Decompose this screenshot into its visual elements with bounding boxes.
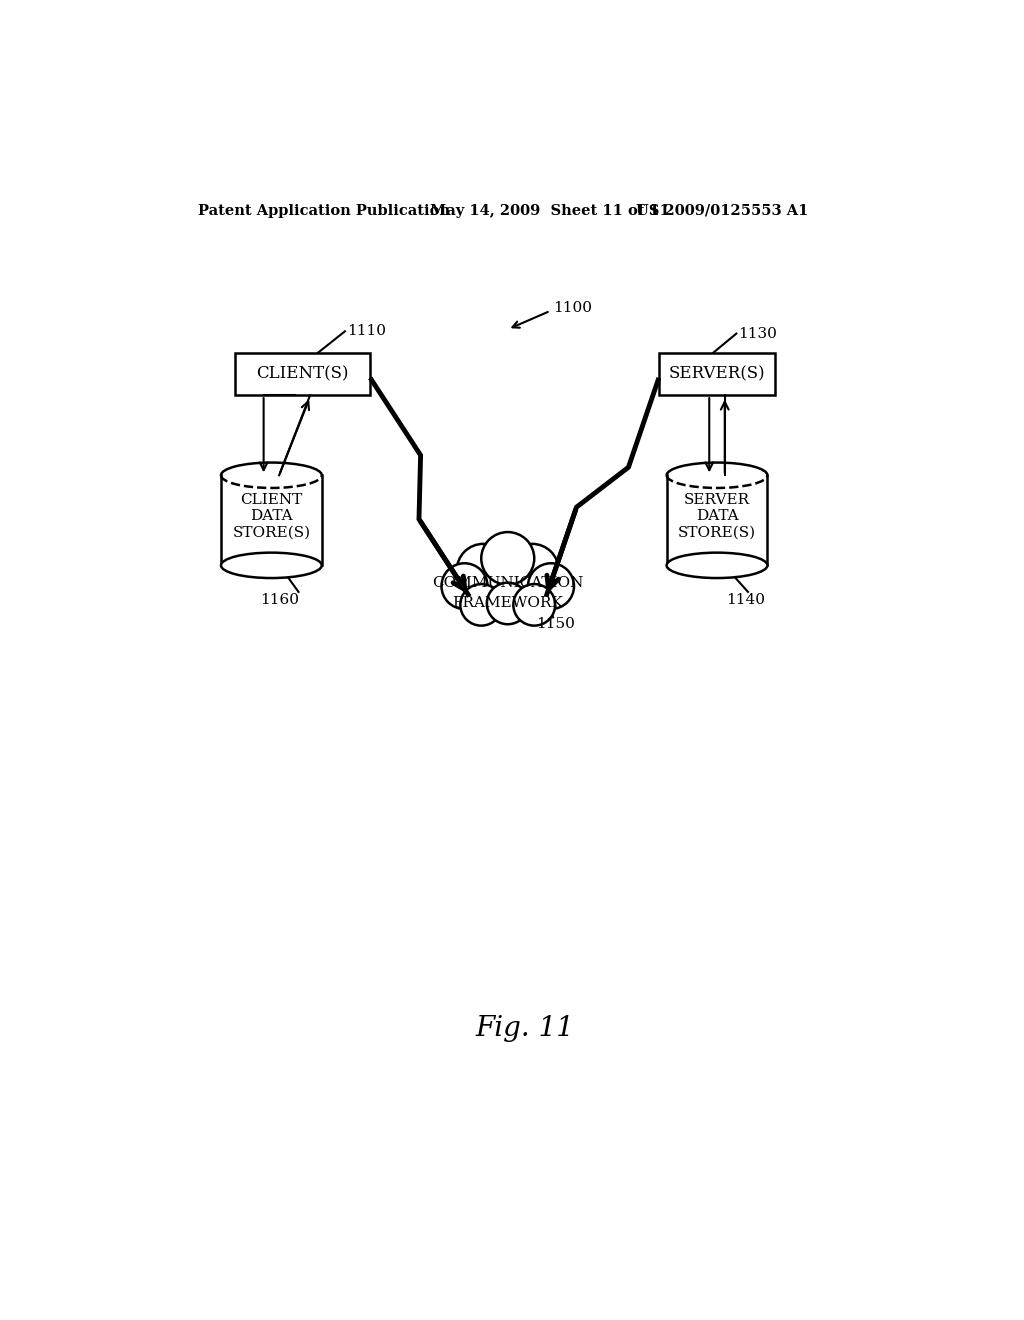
Bar — [221, 475, 322, 565]
Text: 1160: 1160 — [260, 593, 299, 607]
Text: US 2009/0125553 A1: US 2009/0125553 A1 — [636, 203, 808, 218]
Text: FRAMEWORK: FRAMEWORK — [453, 597, 563, 610]
Text: SERVER
DATA
STORE(S): SERVER DATA STORE(S) — [678, 494, 756, 540]
Text: CLIENT(S): CLIENT(S) — [256, 366, 348, 383]
Ellipse shape — [667, 553, 767, 578]
Circle shape — [457, 544, 510, 597]
Text: May 14, 2009  Sheet 11 of 11: May 14, 2009 Sheet 11 of 11 — [430, 203, 670, 218]
Bar — [667, 475, 767, 565]
Circle shape — [481, 532, 535, 585]
Text: CLIENT
DATA
STORE(S): CLIENT DATA STORE(S) — [232, 494, 310, 540]
Text: COMMUNICATION: COMMUNICATION — [432, 577, 584, 590]
Text: 1130: 1130 — [738, 326, 777, 341]
Text: Fig. 11: Fig. 11 — [475, 1015, 574, 1041]
Bar — [234, 352, 371, 395]
Ellipse shape — [221, 553, 322, 578]
Text: 1100: 1100 — [553, 301, 592, 314]
Circle shape — [528, 564, 574, 609]
Bar — [658, 352, 775, 395]
Text: SERVER(S): SERVER(S) — [669, 366, 765, 383]
Text: Patent Application Publication: Patent Application Publication — [198, 203, 450, 218]
Text: 1140: 1140 — [726, 593, 765, 607]
Circle shape — [441, 564, 487, 609]
Circle shape — [506, 544, 559, 597]
Text: 1150: 1150 — [536, 618, 574, 631]
Circle shape — [461, 583, 502, 626]
Text: 1110: 1110 — [347, 325, 386, 338]
Circle shape — [486, 582, 528, 624]
Circle shape — [513, 583, 555, 626]
